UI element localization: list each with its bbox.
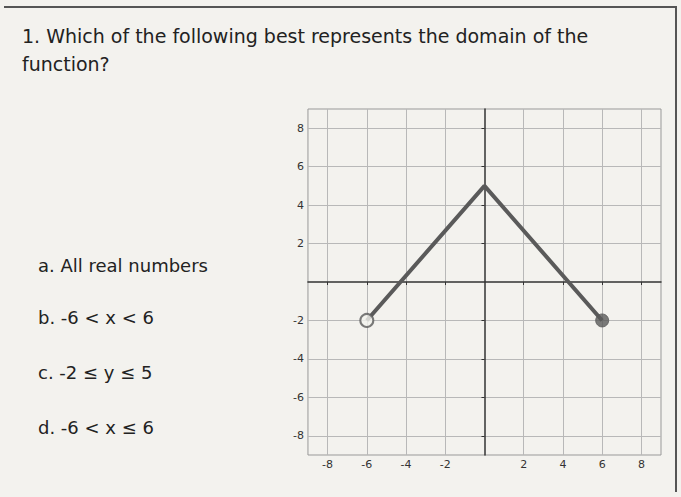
svg-text:8: 8 <box>297 122 304 135</box>
svg-text:-2: -2 <box>293 314 304 327</box>
svg-text:-4: -4 <box>401 458 412 470</box>
svg-text:6: 6 <box>297 160 304 173</box>
svg-text:-6: -6 <box>293 391 304 404</box>
svg-text:-8: -8 <box>293 429 304 442</box>
svg-text:2: 2 <box>520 458 527 470</box>
html-text:b. -6 < x < 6: b. -6 < x < 6 <box>38 307 154 328</box>
html-text:c. -2 ≤ y ≤ 5: c. -2 ≤ y ≤ 5 <box>38 362 153 383</box>
html-text:1. Which of the following best: 1. Which of the following best represent… <box>22 25 589 75</box>
html-text:d. -6 < x ≤ 6: d. -6 < x ≤ 6 <box>38 417 154 438</box>
svg-text:4: 4 <box>297 199 304 212</box>
svg-text:4: 4 <box>559 458 566 470</box>
svg-text:6: 6 <box>599 458 606 470</box>
svg-text:8: 8 <box>638 458 645 470</box>
svg-text:2: 2 <box>297 237 304 250</box>
svg-text:-2: -2 <box>440 458 451 470</box>
svg-text:-4: -4 <box>293 352 304 365</box>
svg-text:-8: -8 <box>322 458 333 470</box>
svg-text:-6: -6 <box>361 458 372 470</box>
html-text:a. All real numbers: a. All real numbers <box>38 255 208 276</box>
